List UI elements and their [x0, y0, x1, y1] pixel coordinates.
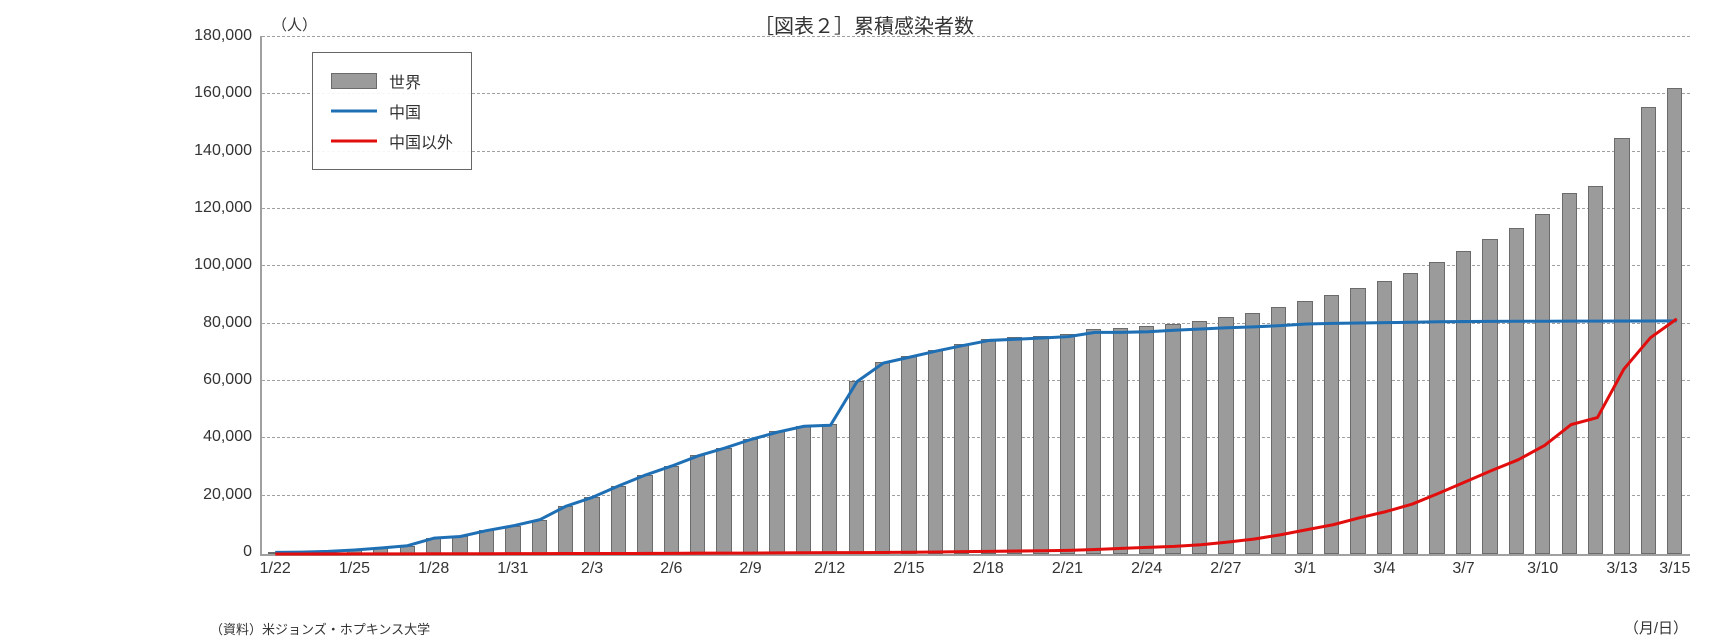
source-note: （資料）米ジョンズ・ホプキンス大学 [210, 619, 430, 638]
x-tick-label: 3/15 [1659, 554, 1690, 578]
chart-container: ［図表２］累積感染者数 （人） 世界 中国 中国以外 020,00040,000… [0, 0, 1728, 644]
plot-area: 世界 中国 中国以外 020,00040,00060,00080,000100,… [260, 36, 1690, 556]
legend-swatch-line [331, 133, 377, 149]
legend-label: 世界 [389, 69, 421, 93]
x-tick-label: 2/18 [973, 554, 1004, 578]
legend-item-nonchina: 中国以外 [331, 129, 453, 153]
x-tick-label: 3/1 [1294, 554, 1316, 578]
x-tick-label: 3/10 [1527, 554, 1558, 578]
y-axis-unit: （人） [272, 14, 317, 35]
x-tick-label: 1/22 [260, 554, 291, 578]
x-tick-label: 2/3 [581, 554, 603, 578]
x-tick-label: 1/31 [497, 554, 528, 578]
legend-item-china: 中国 [331, 99, 453, 123]
y-tick-label: 80,000 [203, 314, 262, 332]
x-tick-label: 1/25 [339, 554, 370, 578]
line-overlay [262, 36, 1690, 554]
y-tick-label: 140,000 [194, 142, 262, 160]
x-tick-label: 1/28 [418, 554, 449, 578]
x-tick-label: 3/7 [1452, 554, 1474, 578]
y-tick-label: 20,000 [203, 486, 262, 504]
x-tick-label: 2/15 [893, 554, 924, 578]
series-line [275, 321, 1677, 553]
x-tick-label: 2/12 [814, 554, 845, 578]
y-tick-label: 40,000 [203, 428, 262, 446]
y-tick-label: 100,000 [194, 256, 262, 274]
legend-item-world: 世界 [331, 69, 453, 93]
legend-swatch-bar [331, 73, 377, 89]
legend-label: 中国以外 [389, 129, 453, 153]
x-tick-label: 2/6 [660, 554, 682, 578]
y-tick-label: 180,000 [194, 27, 262, 45]
legend: 世界 中国 中国以外 [312, 52, 472, 170]
x-tick-label: 2/9 [739, 554, 761, 578]
x-tick-label: 3/13 [1606, 554, 1637, 578]
x-tick-label: 2/27 [1210, 554, 1241, 578]
y-tick-label: 120,000 [194, 199, 262, 217]
y-tick-label: 160,000 [194, 84, 262, 102]
x-tick-label: 3/4 [1373, 554, 1395, 578]
y-tick-label: 60,000 [203, 371, 262, 389]
x-tick-label: 2/24 [1131, 554, 1162, 578]
series-line [275, 319, 1677, 554]
x-tick-label: 2/21 [1052, 554, 1083, 578]
legend-label: 中国 [389, 99, 421, 123]
x-axis-unit: （月/日） [1624, 617, 1688, 638]
legend-swatch-line [331, 103, 377, 119]
